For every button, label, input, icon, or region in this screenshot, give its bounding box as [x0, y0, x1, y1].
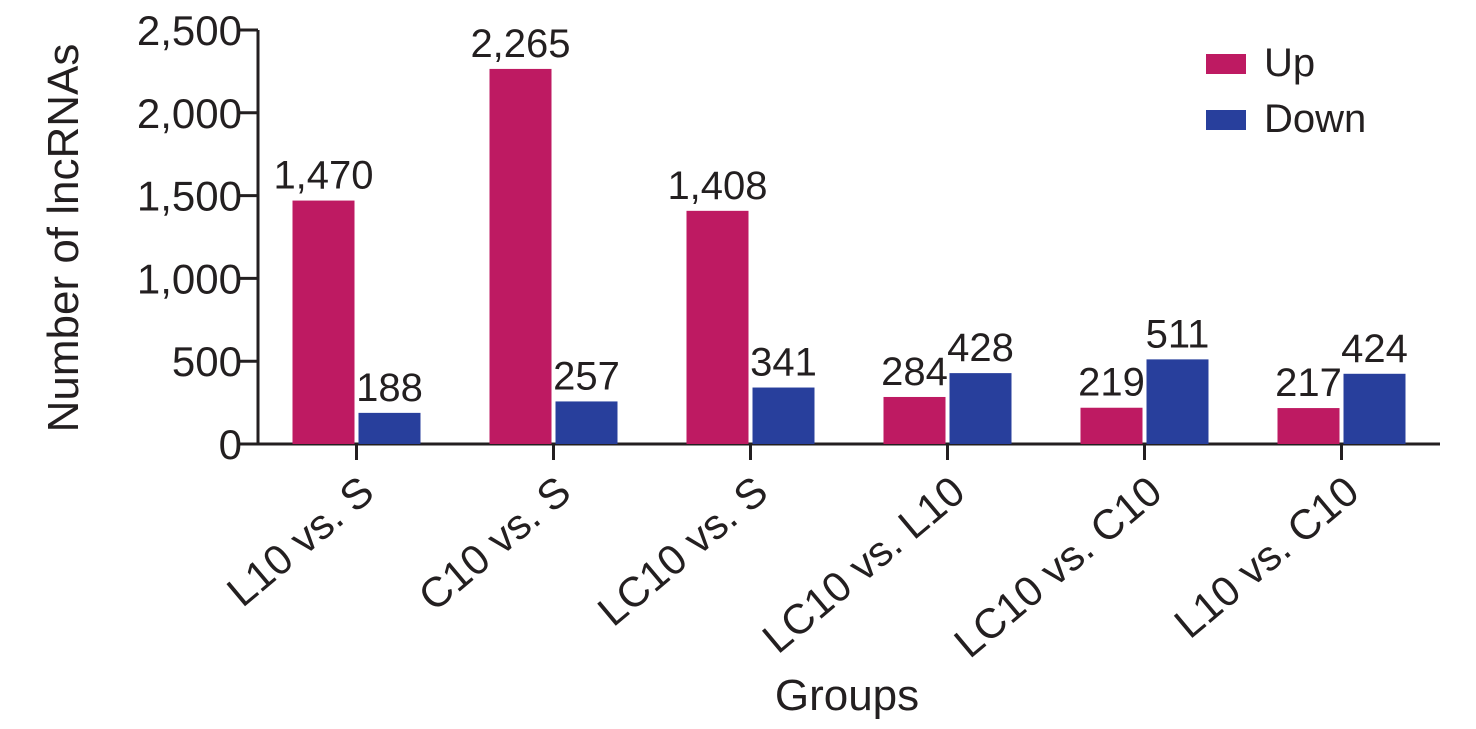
y-tick-label: 2,000	[137, 90, 242, 137]
bar-up	[292, 200, 355, 444]
bar-down	[1146, 359, 1209, 444]
y-tick-label: 0	[219, 421, 242, 468]
x-category-label: L10 vs. C10	[1165, 467, 1367, 647]
x-category-label: LC10 vs. S	[589, 467, 777, 635]
y-axis-title: Number of lncRNAs	[39, 44, 88, 433]
data-label-up: 219	[1078, 361, 1145, 405]
bar-down	[358, 412, 421, 444]
bar-up	[883, 396, 946, 444]
data-label-up: 284	[881, 350, 948, 394]
y-tick-label: 1,500	[137, 173, 242, 220]
x-axis-title: Groups	[775, 671, 919, 720]
legend-label-up: Up	[1264, 41, 1315, 85]
bar-down	[949, 373, 1012, 444]
data-label-down: 424	[1341, 327, 1408, 371]
x-category-label: LC10 vs. L10	[753, 467, 973, 662]
bar-up	[489, 68, 552, 444]
x-category-label: LC10 vs. C10	[945, 467, 1170, 667]
data-label-up: 217	[1275, 361, 1342, 405]
legend-swatch-up	[1206, 54, 1246, 74]
legend-label-down: Down	[1264, 97, 1366, 141]
y-axis: 0 500 1,000 1,500 2,000 2,500	[137, 7, 260, 468]
data-label-down: 188	[356, 366, 423, 410]
x-category-label: L10 vs. S	[218, 467, 382, 616]
data-label-up: 2,265	[470, 22, 570, 66]
data-label-up: 1,470	[273, 154, 373, 198]
y-tick-label: 500	[172, 338, 242, 385]
bar-up	[1277, 408, 1340, 444]
bar-down	[1343, 373, 1406, 444]
legend: Up Down	[1206, 41, 1366, 141]
y-tick-label: 1,000	[137, 255, 242, 302]
y-tick-label: 2,500	[137, 7, 242, 54]
bar-up	[686, 210, 749, 444]
data-label-down: 341	[750, 341, 817, 385]
legend-swatch-down	[1206, 110, 1246, 130]
data-label-down: 511	[1146, 312, 1210, 356]
bars	[292, 68, 1406, 444]
data-label-down: 428	[947, 326, 1014, 370]
bar-down	[555, 401, 618, 444]
bar-down	[752, 387, 815, 444]
x-category-label: C10 vs. S	[410, 467, 580, 620]
data-label-down: 257	[553, 354, 620, 398]
data-label-up: 1,408	[667, 164, 767, 208]
bar-up	[1080, 407, 1143, 444]
